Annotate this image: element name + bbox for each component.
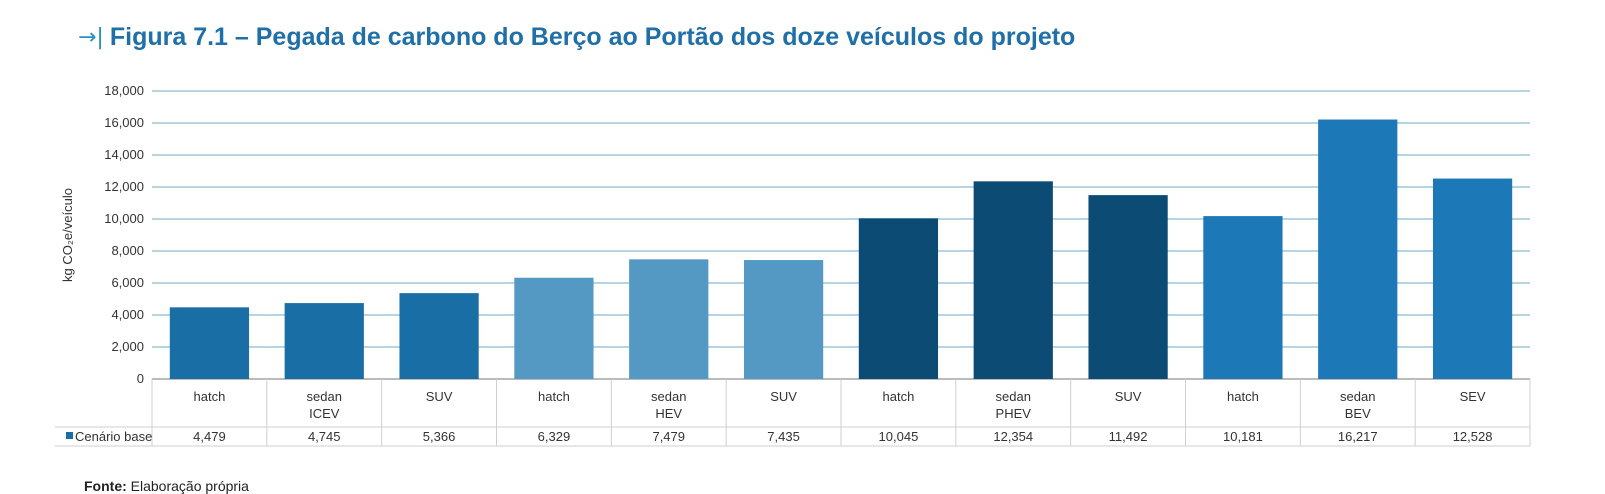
category-label: sedan <box>996 389 1031 404</box>
y-tick-label: 16,000 <box>104 115 144 130</box>
data-value-label: 16,217 <box>1338 429 1378 444</box>
y-tick-label: 10,000 <box>104 211 144 226</box>
bar <box>399 293 479 379</box>
group-label: ICEV <box>309 406 340 421</box>
bar <box>514 277 594 379</box>
bar <box>743 260 824 379</box>
y-tick-label: 6,000 <box>111 275 144 290</box>
y-tick-label: 18,000 <box>104 83 144 98</box>
category-label: hatch <box>538 389 570 404</box>
data-value-label: 6,329 <box>538 429 571 444</box>
bar <box>629 259 709 379</box>
group-label: HEV <box>655 406 682 421</box>
y-tick-label: 4,000 <box>111 307 144 322</box>
category-label: hatch <box>1227 389 1259 404</box>
y-axis-label: kg CO₂e/veículo <box>60 188 75 282</box>
y-tick-label: 14,000 <box>104 147 144 162</box>
arrow-bar-icon: →| <box>78 24 104 50</box>
category-label: SUV <box>770 389 797 404</box>
bar <box>1203 216 1283 379</box>
bar <box>169 307 250 379</box>
data-value-label: 12,354 <box>993 429 1033 444</box>
y-tick-label: 12,000 <box>104 179 144 194</box>
figure-title: Figura 7.1 – Pegada de carbono do Berço … <box>109 22 1076 51</box>
data-value-label: 7,435 <box>767 429 800 444</box>
y-tick-label: 8,000 <box>111 243 144 258</box>
category-label: SUV <box>1115 389 1142 404</box>
group-label: BEV <box>1345 406 1371 421</box>
data-value-label: 12,528 <box>1453 429 1493 444</box>
category-label: sedan <box>1340 389 1375 404</box>
bar <box>973 181 1053 379</box>
category-label: SEV <box>1460 389 1486 404</box>
data-value-label: 11,492 <box>1109 429 1148 444</box>
data-value-label: 5,366 <box>423 429 456 444</box>
category-label: sedan <box>651 389 686 404</box>
category-label: SUV <box>426 389 453 404</box>
bar <box>1432 178 1513 379</box>
y-tick-label: 0 <box>137 371 144 386</box>
legend-swatch <box>66 432 73 439</box>
bar <box>858 218 939 379</box>
y-tick-label: 2,000 <box>111 339 144 354</box>
bar <box>1088 195 1168 379</box>
figure-title-row: →| Figura 7.1 – Pegada de carbono do Ber… <box>78 20 1075 54</box>
bar <box>1318 119 1398 379</box>
legend-label: Cenário base <box>75 429 152 444</box>
data-value-label: 7,479 <box>652 429 685 444</box>
category-label: sedan <box>307 389 342 404</box>
data-value-label: 10,045 <box>879 429 919 444</box>
source-note: Fonte: Elaboração própria <box>84 478 249 494</box>
category-label: hatch <box>883 389 915 404</box>
source-label: Fonte: <box>84 478 127 494</box>
data-value-label: 10,181 <box>1223 429 1263 444</box>
category-label: hatch <box>194 389 226 404</box>
data-value-label: 4,479 <box>193 429 226 444</box>
data-value-label: 4,745 <box>308 429 341 444</box>
group-label: PHEV <box>996 406 1032 421</box>
bar <box>284 303 364 379</box>
source-text: Elaboração própria <box>130 478 249 494</box>
